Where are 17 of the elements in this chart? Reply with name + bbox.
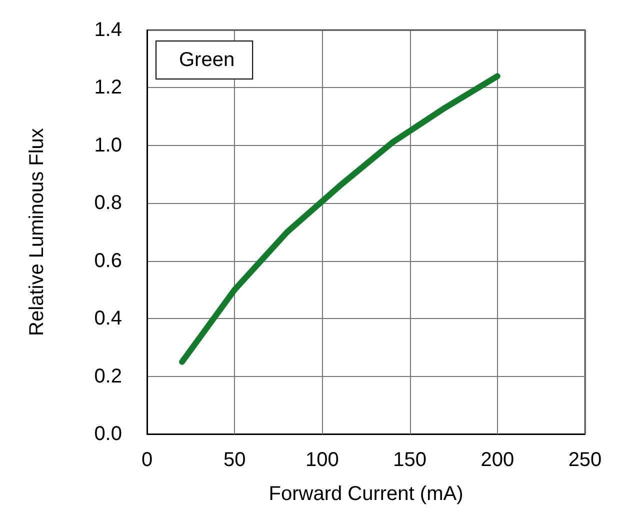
y-tick-label: 0.6 bbox=[94, 250, 122, 272]
x-tick-label: 150 bbox=[393, 449, 426, 471]
x-tick-label: 100 bbox=[306, 449, 339, 471]
x-tick-label: 0 bbox=[141, 449, 153, 471]
x-tick-label: 250 bbox=[568, 449, 602, 471]
y-tick-label: 1.4 bbox=[94, 19, 122, 41]
y-tick-label: 0.0 bbox=[94, 423, 122, 445]
y-tick-label: 0.4 bbox=[94, 308, 122, 330]
y-tick-label: 1.0 bbox=[94, 134, 122, 156]
y-tick-label: 1.2 bbox=[94, 76, 122, 99]
x-axis-title: Forward Current (mA) bbox=[268, 483, 464, 505]
x-tick-label: 200 bbox=[480, 449, 514, 471]
y-tick-label: 0.8 bbox=[94, 192, 122, 214]
y-axis-title: Relative Luminous Flux bbox=[26, 128, 48, 336]
text: Green bbox=[179, 49, 235, 71]
x-tick-label: 50 bbox=[223, 449, 246, 471]
y-tick-label: 0.2 bbox=[94, 365, 122, 388]
